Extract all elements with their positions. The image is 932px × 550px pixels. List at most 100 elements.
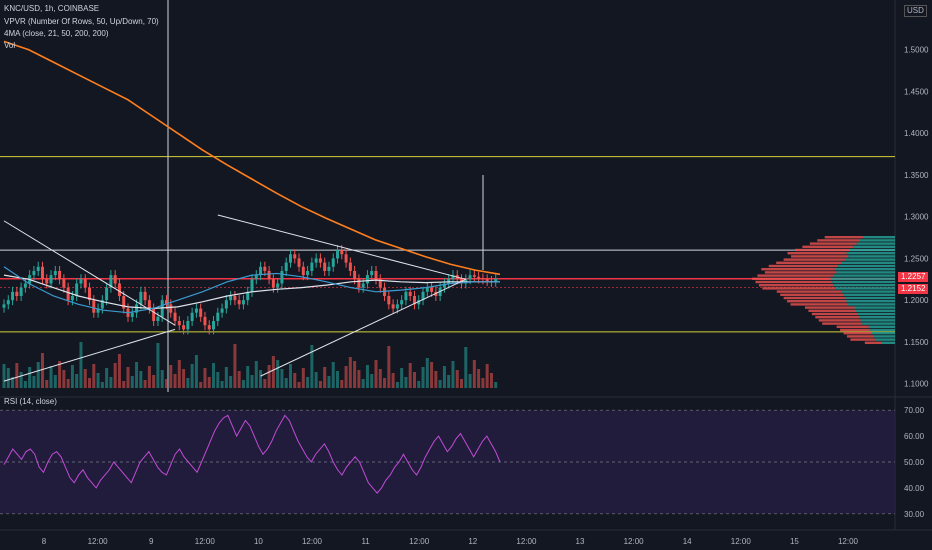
candle-body: [49, 275, 53, 284]
volume-bar: [489, 373, 493, 388]
volume-bar: [485, 364, 489, 388]
candle-body: [412, 296, 416, 305]
volume-bar: [186, 378, 190, 388]
volume-bar: [11, 377, 15, 388]
time-axis-tick: 12: [468, 537, 477, 546]
volume-profile-bar: [856, 309, 895, 312]
vpvr-indicator-label[interactable]: VPVR (Number Of Rows, 50, Up/Down, 70): [4, 17, 159, 26]
candle-body: [408, 291, 412, 296]
candle-body: [357, 279, 361, 288]
candle-body: [182, 325, 186, 330]
candle-body: [301, 266, 305, 276]
price-axis-tick: 1.3000: [904, 213, 929, 222]
rsi-indicator-label[interactable]: RSI (14, close): [4, 397, 57, 406]
candle-body: [233, 296, 237, 301]
candle-body: [62, 279, 66, 288]
volume-bar: [344, 366, 348, 388]
volume-profile-bar: [802, 245, 854, 248]
candle-body: [276, 283, 280, 288]
volume-bar: [267, 365, 271, 388]
volume-bar: [207, 377, 211, 388]
candle-body: [96, 308, 100, 313]
candle-body: [135, 304, 139, 313]
candle-body: [122, 296, 126, 309]
volume-indicator-label[interactable]: Vol: [4, 41, 16, 50]
volume-bar: [451, 361, 455, 388]
price-axis-tick: 1.5000: [904, 46, 929, 55]
volume-bar: [408, 363, 412, 388]
volume-bar: [288, 364, 292, 388]
volume-profile-bar: [764, 271, 837, 274]
candle-body: [23, 283, 27, 288]
volume-bar: [374, 360, 378, 388]
volume-bar: [430, 362, 434, 388]
candle-body: [485, 279, 489, 281]
candle-body: [173, 312, 177, 322]
volume-profile-bar: [808, 309, 857, 312]
volume-bar: [169, 365, 173, 388]
volume-bar: [15, 363, 19, 388]
volume-profile-bar: [832, 280, 895, 284]
volume-bar: [477, 369, 481, 388]
currency-selector[interactable]: USD: [904, 5, 927, 17]
volume-bar: [460, 379, 464, 388]
candle-body: [404, 291, 408, 301]
candle-body: [293, 254, 297, 259]
volume-bar: [250, 375, 254, 388]
volume-bar: [310, 345, 314, 388]
candle-body: [220, 308, 224, 313]
time-axis-tick: 8: [42, 537, 47, 546]
candle-body: [477, 276, 481, 279]
volume-bar: [147, 366, 151, 388]
volume-bar: [340, 380, 344, 388]
volume-profile-bar: [815, 316, 860, 319]
volume-bar: [280, 369, 284, 388]
volume-profile-bar: [757, 274, 834, 277]
volume-profile-bar: [835, 287, 895, 290]
volume-bar: [113, 363, 117, 388]
rsi-axis-tick: 50.00: [904, 458, 925, 467]
candle-body: [15, 291, 19, 296]
volume-profile-bar: [752, 277, 831, 280]
candle-body: [395, 304, 399, 309]
volume-profile-bar: [776, 290, 842, 293]
volume-bar: [370, 374, 374, 388]
volume-bar: [233, 344, 237, 388]
volume-bar: [464, 347, 468, 388]
time-axis-tick: 12:00: [409, 537, 430, 546]
price-axis-tick: 1.2000: [904, 296, 929, 305]
candle-body: [421, 291, 425, 301]
candle-body: [88, 287, 92, 301]
rsi-axis-tick: 30.00: [904, 510, 925, 519]
volume-profile-bar: [818, 319, 861, 322]
volume-bar: [75, 374, 79, 388]
volume-bar: [404, 377, 408, 388]
volume-profile-bar: [836, 325, 869, 328]
volume-bar: [23, 381, 27, 388]
volume-profile-bar: [843, 332, 872, 335]
volume-profile-bar: [870, 328, 895, 332]
volume-bar: [143, 380, 147, 388]
candle-body: [361, 283, 365, 288]
volume-profile-bar: [868, 325, 895, 328]
volume-bar: [49, 366, 53, 388]
candle-body: [348, 262, 352, 271]
volume-bar: [139, 371, 143, 388]
volume-profile-bar: [811, 312, 858, 316]
symbol-title[interactable]: KNC/USD, 1h, COINBASE: [4, 4, 100, 13]
candle-body: [109, 275, 113, 288]
volume-bar: [434, 371, 438, 388]
volume-profile-bar: [776, 261, 842, 264]
volume-bar: [6, 368, 10, 388]
volume-bar: [62, 370, 66, 388]
ma-indicator-label[interactable]: 4MA (close, 21, 50, 200, 200): [4, 29, 109, 38]
trendline: [260, 278, 467, 377]
candle-body: [451, 275, 455, 280]
volume-bar: [58, 361, 62, 388]
volume-bar: [117, 354, 121, 388]
volume-bar: [455, 370, 459, 388]
volume-profile-bar: [881, 341, 895, 344]
volume-bar: [156, 343, 160, 388]
candle-body: [186, 321, 190, 330]
